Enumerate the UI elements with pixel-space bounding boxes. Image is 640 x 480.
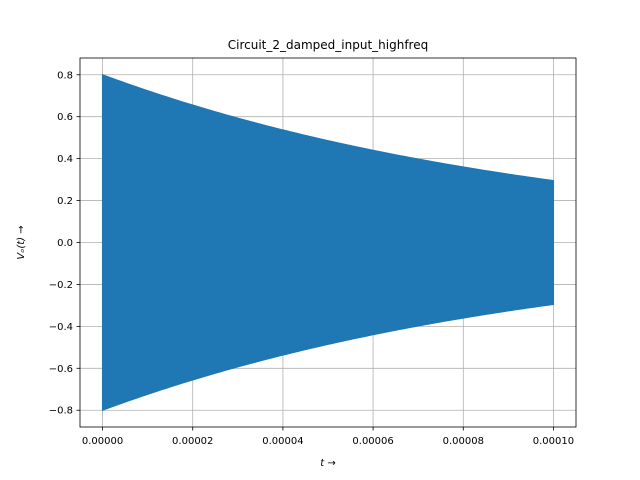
y-tick-label: 0.6: [57, 112, 73, 123]
y-axis-label: Vₒ(t) →: [16, 225, 27, 259]
series-layer: [101, 73, 555, 412]
x-axis-label: t →: [320, 458, 335, 469]
y-tick-label: −0.8: [49, 406, 73, 417]
x-tick-label: 0.00006: [352, 436, 393, 447]
y-tick-label: −0.6: [49, 364, 73, 375]
x-tick-label: 0.00010: [533, 436, 574, 447]
y-tick-label: 0.0: [57, 238, 73, 249]
y-tick-label: 0.2: [57, 196, 73, 207]
x-axis-ticks: 0.00000 0.00002 0.00004 0.00006 0.00008 0.000…: [82, 427, 574, 447]
chart-title: Circuit_2_damped_input_highfreq: [228, 38, 428, 52]
y-tick-label: 0.8: [57, 70, 73, 81]
y-tick-label: −0.4: [49, 322, 73, 333]
series-v0-envelope: [101, 73, 555, 412]
x-tick-label: 0.00000: [82, 436, 123, 447]
x-tick-label: 0.00002: [172, 436, 213, 447]
x-tick-label: 0.00008: [443, 436, 484, 447]
x-tick-label: 0.00004: [262, 436, 303, 447]
y-tick-label: 0.4: [57, 154, 73, 165]
y-tick-label: −0.2: [49, 280, 73, 291]
y-axis-ticks: −0.8 −0.6 −0.4 −0.2 0.0 0.2 0.4 0.6 0.8: [49, 70, 80, 417]
